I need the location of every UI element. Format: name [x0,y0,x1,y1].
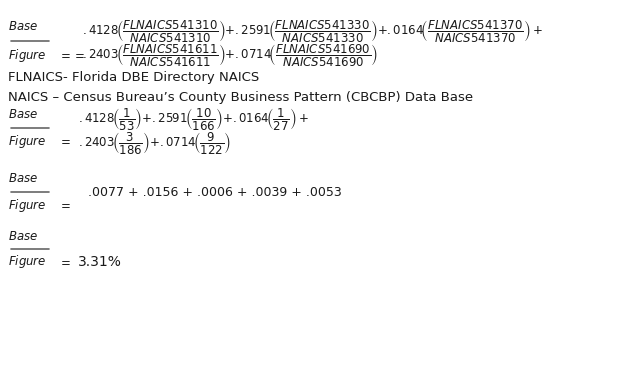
Text: $.2403\!\left(\dfrac{\mathit{FLNAICS}541611}{\mathit{NAICS}541611}\right)$$+.071: $.2403\!\left(\dfrac{\mathit{FLNAICS}541… [82,42,378,68]
Text: $=$: $=$ [58,256,71,269]
Text: $\mathit{Figure}$: $\mathit{Figure}$ [8,253,46,270]
Text: $.2403\!\left(\dfrac{3}{186}\right)$$+.0714\!\left(\dfrac{9}{122}\right)$: $.2403\!\left(\dfrac{3}{186}\right)$$+.0… [78,130,231,156]
Text: $\mathit{Figure}$: $\mathit{Figure}$ [8,197,46,213]
Text: $\mathit{Base}$: $\mathit{Base}$ [8,173,38,186]
Text: $.4128\!\left(\dfrac{\mathit{FLNAICS}541310}{\mathit{NAICS}541310}\right)$$+.259: $.4128\!\left(\dfrac{\mathit{FLNAICS}541… [82,18,542,44]
Text: $\mathit{Figure}$: $\mathit{Figure}$ [8,46,46,63]
Text: $\mathit{Base}$: $\mathit{Base}$ [8,20,38,33]
Text: $=$: $=$ [58,198,71,211]
Text: $\mathit{Base}$: $\mathit{Base}$ [8,108,38,121]
Text: 3.31%: 3.31% [78,255,122,269]
Text: $=$: $=$ [58,135,71,148]
Text: FLNAICS- Florida DBE Directory NAICS: FLNAICS- Florida DBE Directory NAICS [8,72,259,85]
Text: $==$: $==$ [58,49,86,62]
Text: $\mathit{Figure}$: $\mathit{Figure}$ [8,132,46,150]
Text: .0077 + .0156 + .0006 + .0039 + .0053: .0077 + .0156 + .0006 + .0039 + .0053 [88,186,342,198]
Text: NAICS – Census Bureau’s County Business Pattern (CBCBP) Data Base: NAICS – Census Bureau’s County Business … [8,91,473,104]
Text: $\mathit{Base}$: $\mathit{Base}$ [8,230,38,243]
Text: $.4128\!\left(\dfrac{1}{53}\right)$$+.2591\!\left(\dfrac{10}{166}\right)$$+.0164: $.4128\!\left(\dfrac{1}{53}\right)$$+.25… [78,106,309,132]
